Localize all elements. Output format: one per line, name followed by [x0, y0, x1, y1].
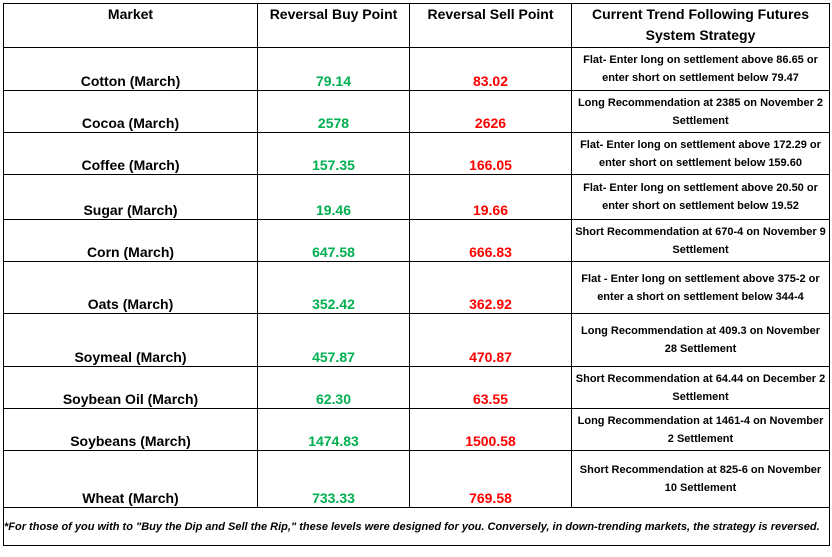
market-cell: Wheat (March): [3, 450, 258, 508]
strategy-cell: Short Recommendation at 64.44 on Decembe…: [571, 366, 830, 409]
market-cell: Soymeal (March): [3, 313, 258, 367]
buy-point-cell: 457.87: [257, 313, 410, 367]
sell-point-cell: 362.92: [409, 261, 572, 314]
table-row: Soymeal (March) 457.87 470.87 Long Recom…: [3, 313, 830, 367]
sell-point-cell: 666.83: [409, 219, 572, 262]
buy-point-cell: 733.33: [257, 450, 410, 508]
strategy-cell: Short Recommendation at 670-4 on Novembe…: [571, 219, 830, 262]
strategy-cell: Long Recommendation at 2385 on November …: [571, 90, 830, 133]
market-cell: Cotton (March): [3, 47, 258, 91]
strategy-cell: Flat- Enter long on settlement above 172…: [571, 132, 830, 175]
strategy-cell: Flat- Enter long on settlement above 20.…: [571, 174, 830, 220]
header-market: Market: [3, 3, 258, 48]
table-row: Coffee (March) 157.35 166.05 Flat- Enter…: [3, 132, 830, 175]
strategy-cell: Long Recommendation at 409.3 on November…: [571, 313, 830, 367]
market-cell: Coffee (March): [3, 132, 258, 175]
strategy-cell: Long Recommendation at 1461-4 on Novembe…: [571, 408, 830, 451]
market-cell: Oats (March): [3, 261, 258, 314]
buy-point-cell: 1474.83: [257, 408, 410, 451]
strategy-cell: Flat - Enter long on settlement above 37…: [571, 261, 830, 314]
table-row: Wheat (March) 733.33 769.58 Short Recomm…: [3, 450, 830, 508]
footnote: *For those of you with to "Buy the Dip a…: [3, 507, 830, 546]
sell-point-cell: 166.05: [409, 132, 572, 175]
buy-point-cell: 2578: [257, 90, 410, 133]
header-strategy: Current Trend Following Futures System S…: [571, 3, 830, 48]
sell-point-cell: 19.66: [409, 174, 572, 220]
sell-point-cell: 2626: [409, 90, 572, 133]
table-row: Oats (March) 352.42 362.92 Flat - Enter …: [3, 261, 830, 314]
header-buy: Reversal Buy Point: [257, 3, 410, 48]
futures-levels-table: Market Reversal Buy Point Reversal Sell …: [3, 3, 830, 546]
strategy-cell: Flat- Enter long on settlement above 86.…: [571, 47, 830, 91]
buy-point-cell: 157.35: [257, 132, 410, 175]
market-cell: Soybeans (March): [3, 408, 258, 451]
buy-point-cell: 19.46: [257, 174, 410, 220]
table-row: Cocoa (March) 2578 2626 Long Recommendat…: [3, 90, 830, 133]
buy-point-cell: 79.14: [257, 47, 410, 91]
sell-point-cell: 769.58: [409, 450, 572, 508]
market-cell: Soybean Oil (March): [3, 366, 258, 409]
table-row: Soybean Oil (March) 62.30 63.55 Short Re…: [3, 366, 830, 409]
market-cell: Corn (March): [3, 219, 258, 262]
table-row: Soybeans (March) 1474.83 1500.58 Long Re…: [3, 408, 830, 451]
sell-point-cell: 63.55: [409, 366, 572, 409]
table-row: Corn (March) 647.58 666.83 Short Recomme…: [3, 219, 830, 262]
market-cell: Cocoa (March): [3, 90, 258, 133]
sell-point-cell: 1500.58: [409, 408, 572, 451]
buy-point-cell: 647.58: [257, 219, 410, 262]
sell-point-cell: 470.87: [409, 313, 572, 367]
market-cell: Sugar (March): [3, 174, 258, 220]
table-row: Sugar (March) 19.46 19.66 Flat- Enter lo…: [3, 174, 830, 220]
header-row: Market Reversal Buy Point Reversal Sell …: [3, 3, 830, 48]
table-row: Cotton (March) 79.14 83.02 Flat- Enter l…: [3, 47, 830, 91]
buy-point-cell: 352.42: [257, 261, 410, 314]
sell-point-cell: 83.02: [409, 47, 572, 91]
buy-point-cell: 62.30: [257, 366, 410, 409]
strategy-cell: Short Recommendation at 825-6 on Novembe…: [571, 450, 830, 508]
footnote-row: *For those of you with to "Buy the Dip a…: [3, 507, 830, 546]
header-sell: Reversal Sell Point: [409, 3, 572, 48]
